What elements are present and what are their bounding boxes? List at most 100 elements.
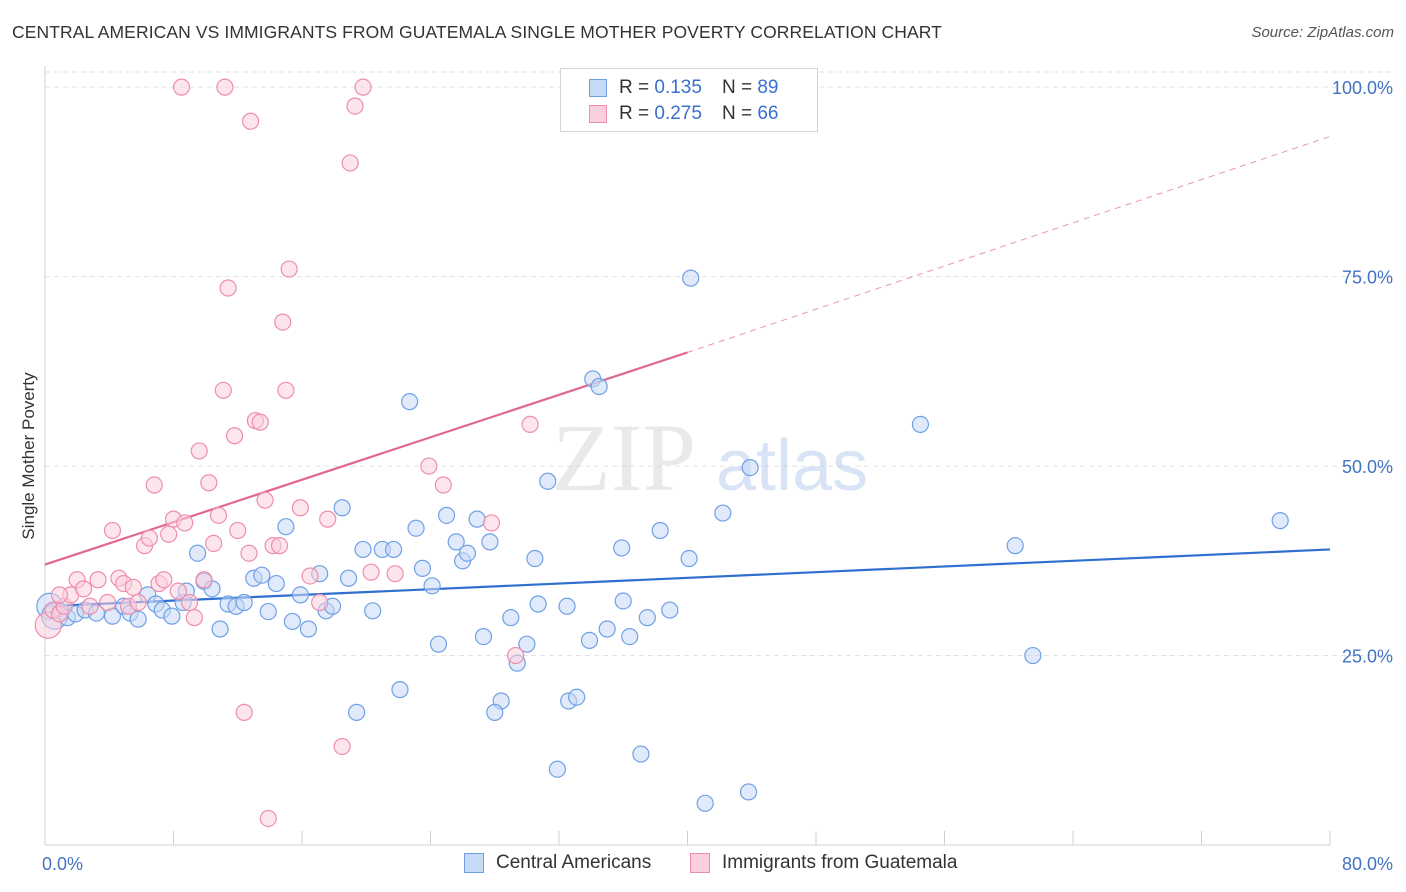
bottom-legend-label: Central Americans xyxy=(496,852,652,873)
point-central-american xyxy=(590,377,608,396)
point-guatemala xyxy=(346,97,364,115)
legend-r-label: R = xyxy=(619,103,650,124)
point-central-american xyxy=(447,533,465,551)
point-central-american xyxy=(339,569,358,587)
point-central-american xyxy=(211,620,229,638)
point-central-american xyxy=(413,559,432,577)
point-central-american xyxy=(696,794,714,812)
x-tick-label: 80.0% xyxy=(1342,854,1393,874)
legend-row-guatemala: R = 0.275 N = 66 xyxy=(589,103,778,125)
point-guatemala xyxy=(270,537,289,555)
point-central-american xyxy=(539,472,557,490)
bottom-legend-central-americans: Central Americans xyxy=(464,852,651,874)
trend-line-guatemala xyxy=(44,351,688,566)
trend-lines xyxy=(44,135,1331,608)
point-guatemala xyxy=(200,474,218,492)
point-central-american xyxy=(429,635,448,653)
point-central-american xyxy=(1024,646,1042,665)
point-central-american xyxy=(614,592,632,610)
bottom-legend-label: Immigrants from Guatemala xyxy=(722,852,958,873)
legend-swatch-blue xyxy=(589,79,607,97)
point-central-american xyxy=(739,783,758,801)
point-guatemala xyxy=(180,593,199,612)
point-central-american xyxy=(598,620,616,638)
point-guatemala xyxy=(291,499,309,517)
point-guatemala xyxy=(386,565,404,583)
point-central-american xyxy=(474,627,493,646)
point-central-american xyxy=(502,609,520,627)
legend-r-label: R = xyxy=(619,77,650,98)
bottom-legend-swatch-blue xyxy=(464,853,484,873)
point-central-american xyxy=(580,631,599,649)
y-tick-label: 100.0% xyxy=(1332,78,1393,98)
point-central-american xyxy=(188,544,207,562)
point-guatemala xyxy=(124,578,142,596)
point-central-american xyxy=(638,609,656,627)
y-tick-label: 50.0% xyxy=(1342,457,1393,477)
legend: R = 0.135 N = 89 R = 0.275 N = 66 xyxy=(560,68,818,132)
point-central-american xyxy=(259,602,277,621)
axes xyxy=(44,66,1331,846)
point-central-american xyxy=(526,549,544,568)
point-central-american xyxy=(651,521,669,540)
point-central-american xyxy=(235,593,253,612)
grid-lines xyxy=(45,71,1392,657)
legend-n-value: 66 xyxy=(757,103,779,124)
point-guatemala xyxy=(50,586,69,604)
point-guatemala xyxy=(205,534,223,552)
point-guatemala xyxy=(225,427,244,445)
point-central-american xyxy=(384,540,403,559)
point-guatemala xyxy=(482,514,501,532)
point-guatemala xyxy=(209,506,228,524)
point-guatemala xyxy=(420,457,438,475)
y-tick-label: 25.0% xyxy=(1342,647,1393,667)
point-central-american xyxy=(333,499,351,517)
point-central-american xyxy=(548,760,566,778)
point-central-american xyxy=(680,549,698,568)
point-central-american xyxy=(529,595,547,613)
point-guatemala xyxy=(89,571,107,589)
point-guatemala xyxy=(311,593,329,612)
point-guatemala xyxy=(216,78,234,96)
point-central-american xyxy=(714,504,732,522)
point-central-american xyxy=(407,519,425,537)
legend-r-value: 0.135 xyxy=(654,77,702,98)
legend-row-central-americans: R = 0.135 N = 89 xyxy=(589,77,778,99)
point-central-american xyxy=(661,601,679,619)
point-central-american xyxy=(741,458,759,477)
point-guatemala xyxy=(155,571,173,589)
bottom-legend-guatemala: Immigrants from Guatemala xyxy=(690,852,957,874)
point-central-american xyxy=(437,506,456,524)
point-guatemala xyxy=(507,646,525,665)
point-central-american xyxy=(558,597,576,615)
watermark-atlas: atlas xyxy=(716,426,868,506)
point-guatemala xyxy=(242,112,260,130)
point-central-american xyxy=(468,510,486,528)
point-guatemala xyxy=(280,260,298,278)
point-central-american xyxy=(458,544,477,562)
point-guatemala xyxy=(301,567,319,585)
y-tick-label: 75.0% xyxy=(1342,268,1393,288)
point-central-american xyxy=(613,539,631,557)
y-tick-labels: 25.0% 50.0% 75.0% 100.0% xyxy=(1332,78,1393,666)
point-central-american xyxy=(423,577,441,595)
point-central-american xyxy=(253,566,271,584)
legend-n-label: N = xyxy=(721,77,753,98)
point-guatemala xyxy=(251,413,269,431)
point-guatemala xyxy=(229,521,247,540)
point-central-american xyxy=(129,610,147,628)
point-central-american xyxy=(267,574,285,593)
point-guatemala xyxy=(172,78,191,96)
point-guatemala xyxy=(235,703,253,721)
point-guatemala xyxy=(362,563,380,581)
point-central-american xyxy=(911,415,930,433)
point-central-american xyxy=(621,627,639,646)
chart-title: CENTRAL AMERICAN VS IMMIGRANTS FROM GUAT… xyxy=(12,22,942,42)
watermark-zip: ZIP xyxy=(552,404,696,511)
point-central-american xyxy=(391,681,409,699)
point-central-american xyxy=(277,518,295,536)
point-guatemala xyxy=(99,593,117,612)
point-central-american xyxy=(163,607,181,625)
point-central-american xyxy=(486,703,504,721)
point-guatemala xyxy=(341,154,359,172)
